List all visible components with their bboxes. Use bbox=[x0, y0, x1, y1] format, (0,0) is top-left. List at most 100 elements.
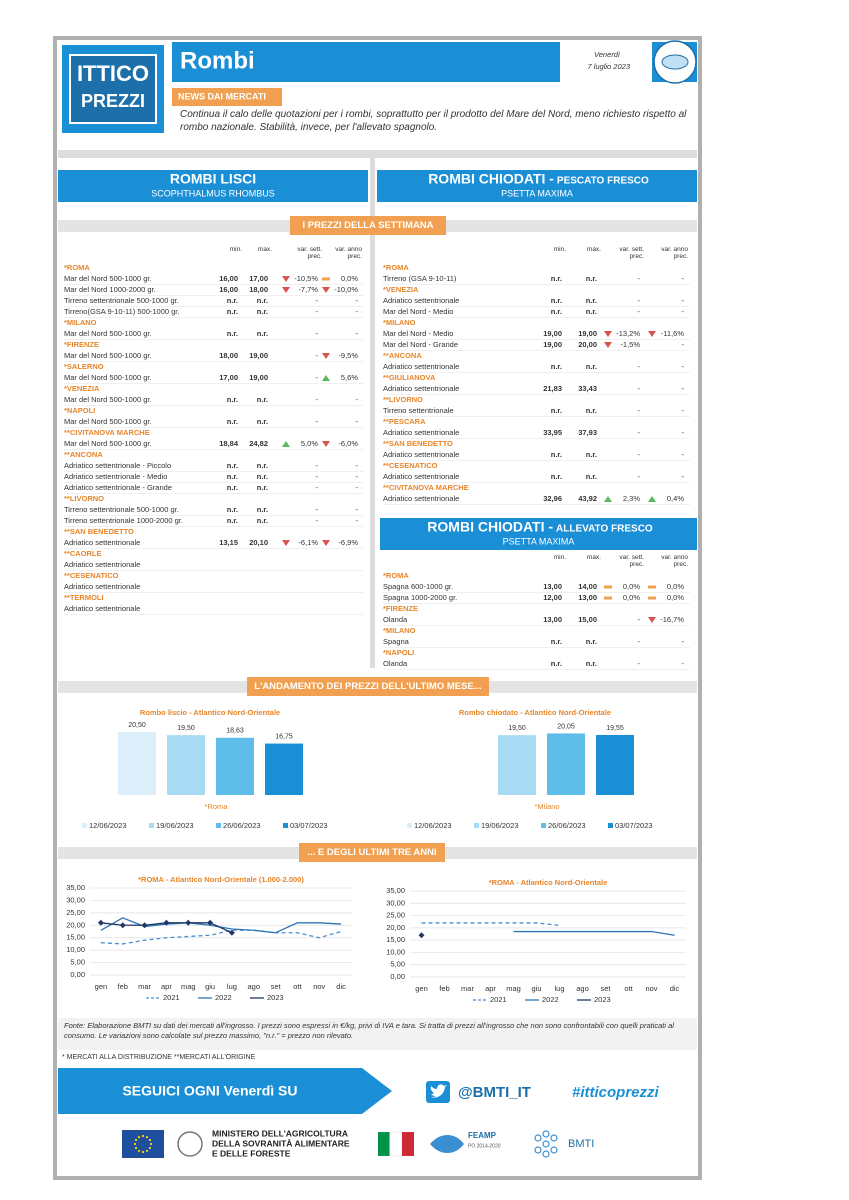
cell: - bbox=[316, 307, 319, 316]
row-label: Mar del Nord 500-1000 gr. bbox=[64, 439, 152, 448]
hashtag: #itticoprezzi bbox=[572, 1084, 660, 1101]
column-divider bbox=[370, 158, 375, 668]
legend-label: 2023 bbox=[594, 995, 611, 1004]
cell: 33,95 bbox=[543, 428, 562, 437]
y-tick-label: 30,00 bbox=[386, 898, 405, 907]
cell: -9,5% bbox=[338, 351, 358, 360]
trend-icon bbox=[604, 331, 612, 337]
eu-star bbox=[145, 1149, 149, 1153]
row-label: Adriatico settentrionale bbox=[64, 538, 140, 547]
cell: n.r. bbox=[551, 637, 562, 646]
legend-label: 12/06/2023 bbox=[414, 821, 452, 830]
row-label: Tirreno settentrionale bbox=[383, 406, 454, 415]
cell: - bbox=[638, 384, 641, 393]
row-label: Mar del Nord 500-1000 gr. bbox=[64, 417, 152, 426]
series-marker bbox=[119, 922, 126, 929]
cell: 0,4% bbox=[667, 494, 684, 503]
legend-swatch bbox=[608, 823, 613, 828]
page-title: Rombi bbox=[180, 47, 255, 74]
cell: n.r. bbox=[227, 472, 238, 481]
x-tick-label: giu bbox=[531, 984, 541, 993]
row-label: Adriatico settentrionale bbox=[383, 362, 459, 371]
series-marker bbox=[207, 919, 214, 926]
logo-bottom: PREZZI bbox=[81, 91, 145, 111]
row-label: Adriatico settentrionale - Piccolo bbox=[64, 461, 171, 470]
x-tick-label: lug bbox=[554, 984, 564, 993]
section-title: ROMBI CHIODATI - bbox=[428, 171, 554, 187]
bmti-dot bbox=[542, 1150, 550, 1158]
bmti-dot bbox=[534, 1134, 542, 1142]
bar bbox=[547, 733, 585, 795]
cell: - bbox=[638, 659, 641, 668]
cell: n.r. bbox=[257, 516, 268, 525]
section-title-bar bbox=[380, 518, 697, 550]
cell: - bbox=[638, 637, 641, 646]
x-tick-label: ago bbox=[576, 984, 589, 993]
cell: 19,00 bbox=[249, 351, 268, 360]
cell: n.r. bbox=[551, 659, 562, 668]
cell: - bbox=[356, 483, 359, 492]
cell: 18,00 bbox=[249, 285, 268, 294]
logo-top: ITTICO bbox=[77, 61, 149, 86]
eu-star bbox=[145, 1135, 149, 1139]
cell: - bbox=[682, 384, 685, 393]
cell: - bbox=[316, 505, 319, 514]
bmti-dot bbox=[550, 1134, 558, 1142]
cell: - bbox=[356, 329, 359, 338]
eu-star bbox=[141, 1134, 145, 1138]
x-tick-label: feb bbox=[118, 982, 128, 991]
ministry-text: DELLA SOVRANITÀ ALIMENTARE bbox=[212, 1138, 350, 1148]
series-line bbox=[100, 929, 342, 945]
section-subtitle: SCOPHTHALMUS RHOMBUS bbox=[151, 188, 275, 198]
cell: 5,0% bbox=[301, 439, 318, 448]
section-title-detail: PESCATO FRESCO bbox=[557, 176, 649, 187]
market-legend: * MERCATI ALLA DISTRIBUZIONE **MERCATI A… bbox=[62, 1054, 256, 1061]
eu-flag bbox=[122, 1130, 164, 1158]
cell: - bbox=[682, 307, 685, 316]
eu-star bbox=[148, 1146, 152, 1150]
series-line bbox=[421, 922, 560, 927]
row-label: Adriatico settentrionale bbox=[383, 450, 459, 459]
market-name: *SALERNO bbox=[64, 362, 104, 371]
cell: n.r. bbox=[257, 483, 268, 492]
market-name: **CIVITANOVA MARCHE bbox=[64, 428, 150, 437]
chart-title: *ROMA - Atlantico Nord-Orientale (1.000-… bbox=[138, 875, 304, 884]
row-label: Tirreno(GSA 9-10-11) 500-1000 gr. bbox=[64, 307, 179, 316]
market-name: *MILANO bbox=[383, 318, 416, 327]
cell: 33,43 bbox=[578, 384, 597, 393]
cell: n.r. bbox=[227, 461, 238, 470]
news-text: Continua il calo delle quotazioni per i … bbox=[180, 109, 687, 133]
market-name: *FIRENZE bbox=[64, 340, 99, 349]
cell: 21,83 bbox=[543, 384, 562, 393]
trend-icon bbox=[322, 353, 330, 359]
cell: n.r. bbox=[227, 395, 238, 404]
cell: - bbox=[638, 296, 641, 305]
category-label: *Roma bbox=[205, 802, 229, 811]
chart-title: *ROMA - Atlantico Nord-Orientale bbox=[489, 878, 608, 887]
cell: - bbox=[316, 472, 319, 481]
x-tick-label: ott bbox=[293, 982, 302, 991]
row-label: Adriatico settentrionale bbox=[64, 604, 140, 613]
cell: - bbox=[316, 483, 319, 492]
section-title-detail: ALLEVATO FRESCO bbox=[556, 524, 653, 535]
series-marker bbox=[228, 929, 235, 936]
cell: n.r. bbox=[586, 637, 597, 646]
cell: - bbox=[316, 417, 319, 426]
cell: - bbox=[638, 274, 641, 283]
legend-swatch bbox=[149, 823, 154, 828]
cell: n.r. bbox=[551, 450, 562, 459]
y-tick-label: 0,00 bbox=[390, 972, 405, 981]
row-label: Mar del Nord 500-1000 gr. bbox=[64, 329, 152, 338]
cell: 13,00 bbox=[578, 593, 597, 602]
x-tick-label: mar bbox=[138, 982, 151, 991]
row-label: Mar del Nord 500-1000 gr. bbox=[64, 351, 152, 360]
market-name: *FIRENZE bbox=[383, 604, 418, 613]
cell: - bbox=[638, 615, 641, 624]
trend-icon bbox=[648, 331, 656, 337]
eu-star bbox=[137, 1149, 141, 1153]
y-tick-label: 0,00 bbox=[70, 970, 85, 979]
x-tick-label: lug bbox=[227, 982, 237, 991]
market-name: **CIVITANOVA MARCHE bbox=[383, 483, 469, 492]
eu-star bbox=[134, 1146, 138, 1150]
cell: 43,92 bbox=[578, 494, 597, 503]
